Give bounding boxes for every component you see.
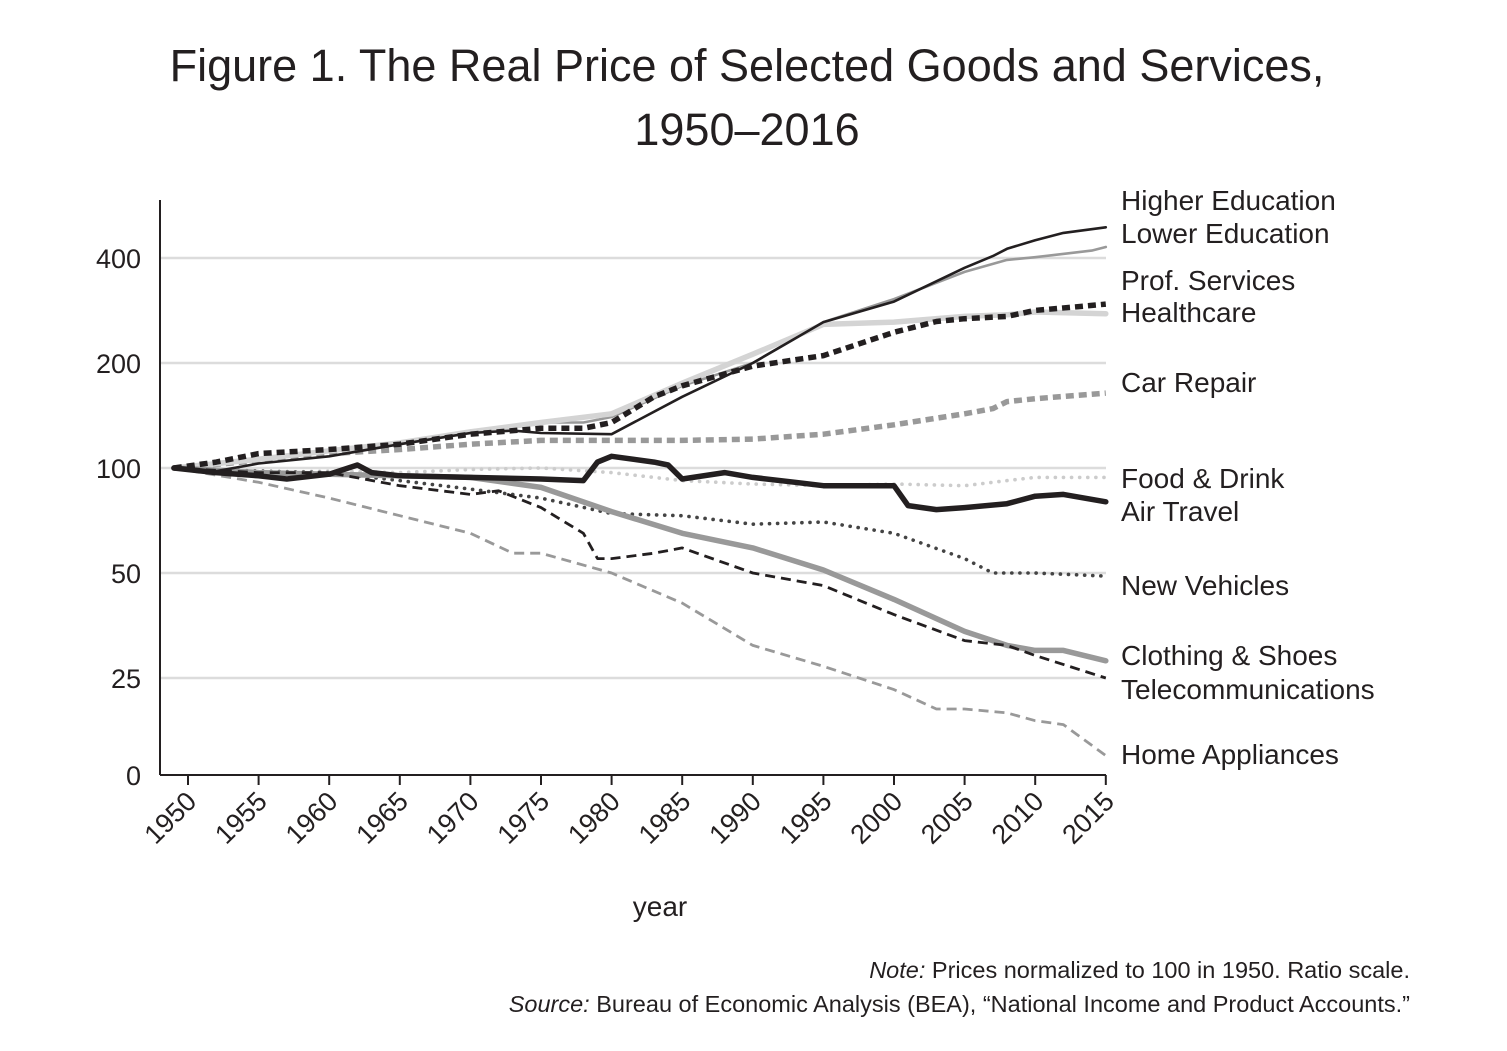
series-line-home-appliances [173,466,1107,757]
series-line-lower-education [172,245,1108,470]
x-tick-label: 1990 [703,786,767,850]
y-tick-label: 25 [111,664,141,694]
x-tick-label: 1950 [139,786,203,850]
series-label: Car Repair [1121,367,1256,398]
series-line-telecommunications [173,466,1107,680]
series-label: Healthcare [1121,297,1256,328]
x-tick-label: 1965 [350,786,414,850]
y-tick-label: 0 [126,761,141,791]
series-label: Air Travel [1121,496,1239,527]
series-line-healthcare [171,309,1109,471]
series-label: Clothing & Shoes [1121,640,1337,671]
series-line-air-travel [171,453,1109,513]
chart-title: Figure 1. The Real Price of Selected Goo… [0,34,1494,162]
y-tick-label: 50 [111,559,141,589]
x-tick-label: 1980 [562,786,626,850]
grid-lines: 0 25 50 100 200 400 [96,244,1106,791]
series-line-higher-education [172,226,1108,473]
x-tick-label: 2010 [986,786,1050,850]
source-text: Bureau of Economic Analysis (BEA), “Nati… [589,991,1410,1017]
y-tick-label: 100 [96,454,141,484]
note-text: Prices normalized to 100 in 1950. Ratio … [925,957,1410,983]
source-label: Source: [508,991,590,1017]
chart-title-line2: 1950–2016 [634,104,860,155]
x-tick-label: 1970 [421,786,485,850]
x-tick-label: 1955 [209,786,273,850]
x-axis-label: year [633,891,687,922]
series-label: Higher Education [1121,185,1336,216]
note-label: Note: [869,957,926,983]
series-label: Telecommunications [1121,674,1375,705]
series-label: New Vehicles [1121,570,1289,601]
chart-title-line1: Figure 1. The Real Price of Selected Goo… [169,40,1325,91]
series-label: Food & Drink [1121,463,1285,494]
series-label: Lower Education [1121,218,1330,249]
x-tick-label: 1985 [633,786,697,850]
series-line-clothing-shoes [171,465,1109,664]
note-line: Note: Prices normalized to 100 in 1950. … [509,953,1410,987]
series-label: Home Appliances [1121,739,1339,770]
y-tick-label: 400 [96,244,141,274]
source-line: Source: Bureau of Economic Analysis (BEA… [509,987,1410,1021]
series-line-prof-services [173,301,1107,471]
footnote: Note: Prices normalized to 100 in 1950. … [509,953,1410,1021]
series-label: Prof. Services [1121,265,1295,296]
x-tick-label: 1975 [492,786,556,850]
x-tick-label: 2000 [845,786,909,850]
x-tick-label: 2015 [1056,786,1120,850]
y-tick-label: 200 [96,349,141,379]
series-lines [171,226,1109,757]
axes: 1950 1955 1960 1965 1970 1975 1980 1985 1990 1995… [139,200,1120,850]
x-tick-label: 2005 [915,786,979,850]
x-tick-label: 1960 [280,786,344,850]
x-tick-label: 1995 [774,786,838,850]
